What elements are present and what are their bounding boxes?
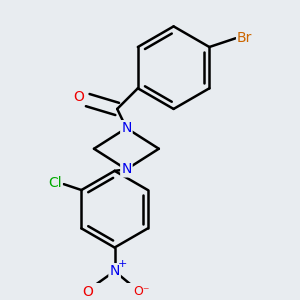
Text: N: N bbox=[121, 121, 132, 135]
Text: Cl: Cl bbox=[48, 176, 62, 190]
Text: O: O bbox=[82, 285, 94, 299]
Text: O⁻: O⁻ bbox=[133, 285, 149, 298]
Text: O: O bbox=[74, 90, 84, 104]
Text: N: N bbox=[110, 264, 120, 278]
Text: N: N bbox=[121, 162, 132, 176]
Text: +: + bbox=[117, 259, 127, 269]
Text: Br: Br bbox=[237, 31, 252, 45]
